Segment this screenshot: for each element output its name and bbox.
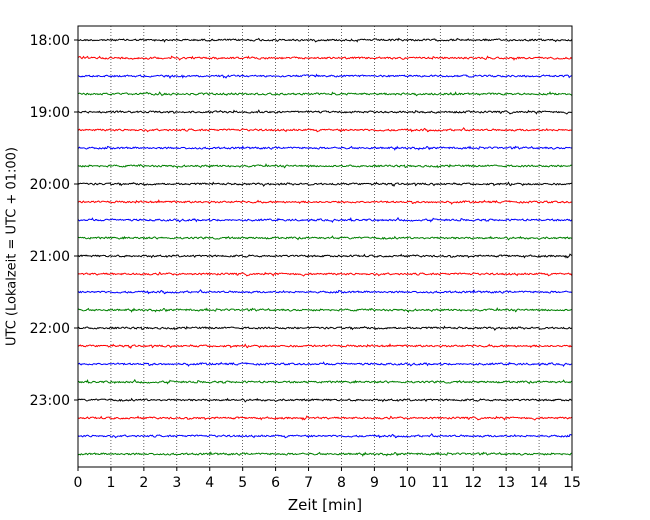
trace-12 — [77, 235, 572, 241]
trace-7 — [77, 145, 572, 151]
trace-18 — [77, 343, 572, 350]
y-tick-label: 22:00 — [30, 321, 70, 337]
seismogram-traces — [77, 37, 573, 457]
trace-5 — [77, 109, 572, 115]
trace-20 — [77, 378, 572, 385]
x-tick-label: 0 — [74, 475, 83, 491]
trace-11 — [77, 216, 573, 223]
trace-22 — [77, 415, 572, 421]
trace-23 — [77, 433, 572, 439]
x-tick-label: 12 — [464, 475, 482, 491]
x-axis-label: Zeit [min] — [288, 496, 362, 514]
x-axis-ticks: 0 1 2 3 4 5 6 7 8 9 10 11 12 13 14 15 — [74, 467, 581, 491]
trace-10 — [77, 199, 572, 205]
trace-13 — [77, 253, 572, 259]
x-tick-label: 6 — [271, 475, 280, 491]
x-tick-label: 9 — [370, 475, 379, 491]
trace-19 — [77, 361, 572, 367]
y-axis-ticks: 18:00 19:00 20:00 21:00 22:00 23:00 — [30, 33, 78, 409]
x-tick-label: 15 — [563, 475, 581, 491]
trace-15 — [77, 289, 572, 295]
x-tick-label: 11 — [431, 475, 449, 491]
plot-area-frame — [77, 25, 573, 468]
y-tick-label: 21:00 — [30, 249, 70, 265]
x-tick-label: 3 — [172, 475, 181, 491]
trace-9 — [77, 181, 572, 188]
trace-14 — [77, 271, 573, 277]
y-tick-label: 18:00 — [30, 33, 70, 49]
y-tick-label: 23:00 — [30, 393, 70, 409]
y-tick-label: 20:00 — [30, 177, 70, 193]
y-tick-label: 19:00 — [30, 105, 70, 121]
trace-24 — [77, 451, 572, 457]
trace-3 — [77, 73, 572, 79]
x-tick-label: 2 — [139, 475, 148, 491]
x-tick-label: 14 — [530, 475, 548, 491]
trace-2 — [77, 55, 572, 61]
x-tick-label: 1 — [106, 475, 115, 491]
y-axis-label: UTC (Lokalzeit = UTC + 01:00) — [5, 147, 20, 346]
trace-4 — [77, 91, 572, 97]
x-tick-label: 8 — [337, 475, 346, 491]
trace-8 — [77, 163, 572, 170]
trace-1 — [77, 37, 573, 43]
trace-21 — [77, 397, 572, 403]
trace-6 — [77, 127, 572, 133]
x-tick-label: 7 — [304, 475, 313, 491]
x-tick-label: 4 — [205, 475, 214, 491]
x-tick-label: 13 — [497, 475, 515, 491]
x-tick-label: 5 — [238, 475, 247, 491]
trace-16 — [77, 307, 572, 314]
x-tick-label: 10 — [398, 475, 416, 491]
trace-17 — [77, 325, 572, 331]
